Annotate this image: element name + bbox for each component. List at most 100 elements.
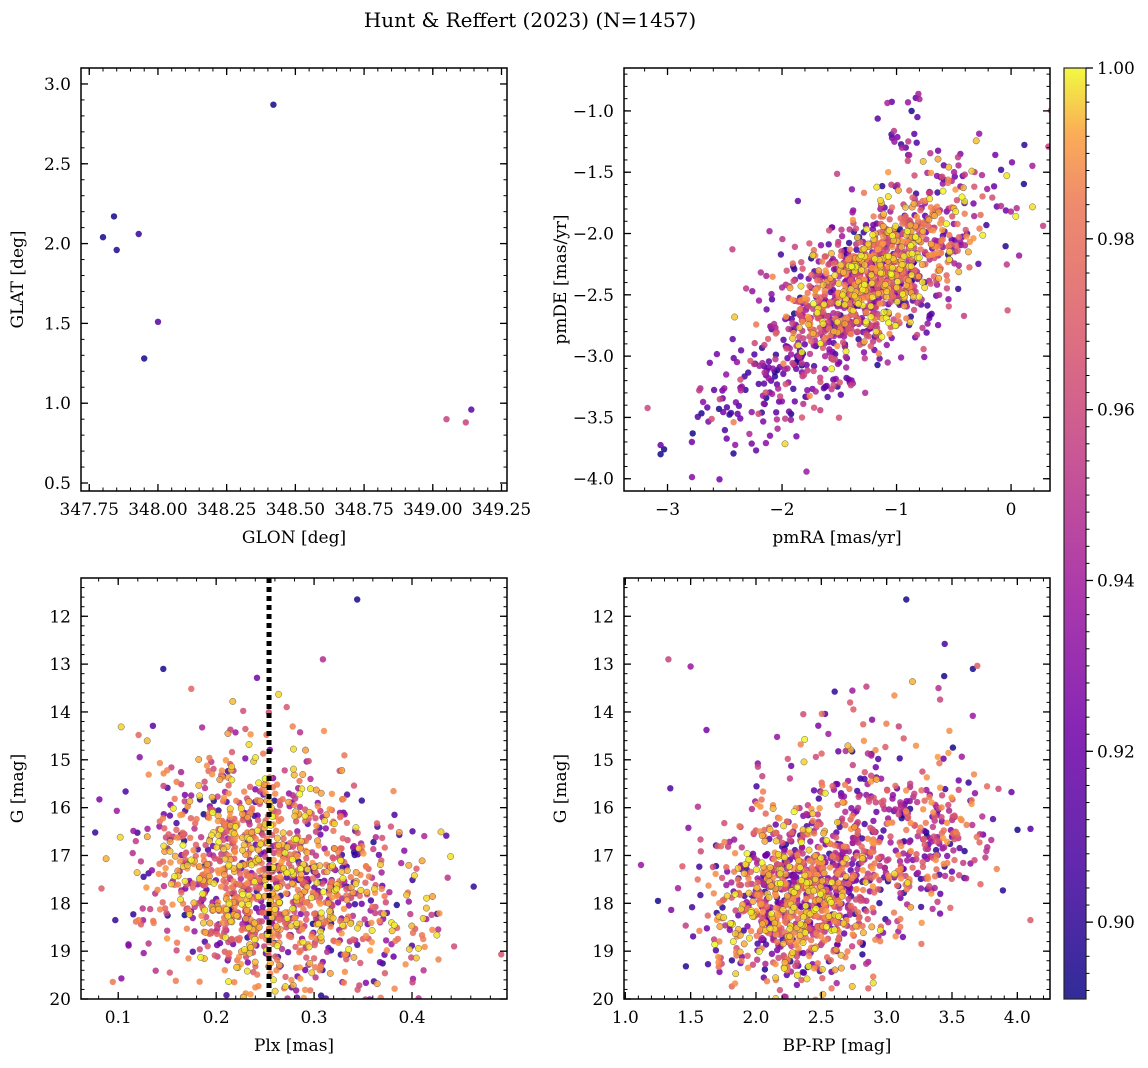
data-point <box>436 910 443 917</box>
axes-frame <box>80 67 508 492</box>
data-point <box>841 781 849 788</box>
data-point <box>228 776 236 784</box>
data-point <box>190 880 197 887</box>
data-point <box>769 273 776 280</box>
data-point <box>806 857 813 864</box>
data-point <box>872 936 879 943</box>
data-point <box>498 951 505 958</box>
data-point <box>315 920 322 928</box>
data-point <box>173 778 180 785</box>
data-point <box>706 359 713 366</box>
data-point <box>796 333 803 340</box>
data-point <box>834 241 842 248</box>
data-point <box>943 819 951 826</box>
data-point <box>408 954 415 961</box>
data-point <box>302 817 309 824</box>
data-point <box>776 986 784 994</box>
data-point <box>816 844 823 851</box>
data-point <box>963 233 970 240</box>
data-point <box>768 390 776 398</box>
data-point <box>736 891 744 899</box>
data-point <box>716 968 723 976</box>
colorbar-tick-label: 0.92 <box>1097 742 1135 762</box>
data-point <box>160 842 168 850</box>
data-point <box>897 354 905 361</box>
data-point <box>780 964 788 972</box>
data-point <box>183 925 191 932</box>
data-point <box>696 927 703 934</box>
data-point <box>171 852 179 860</box>
data-point <box>753 932 760 939</box>
data-point <box>197 953 205 961</box>
data-point <box>992 151 999 159</box>
data-point <box>935 274 943 282</box>
data-point <box>944 277 951 284</box>
data-point <box>869 231 877 239</box>
data-point <box>941 640 948 648</box>
data-point <box>868 716 876 723</box>
data-point <box>224 730 232 737</box>
data-point <box>218 866 226 873</box>
data-point <box>716 396 723 403</box>
data-point <box>721 426 729 434</box>
data-point <box>906 318 914 326</box>
data-point <box>835 912 842 920</box>
data-point <box>833 979 840 987</box>
data-point <box>317 963 324 971</box>
data-point <box>392 937 399 944</box>
data-point <box>762 439 770 447</box>
data-point <box>789 296 796 303</box>
data-point <box>149 722 157 729</box>
data-point <box>803 895 810 903</box>
x-tick-label: 0.4 <box>398 1008 425 1028</box>
data-point <box>220 845 228 853</box>
data-point <box>838 964 845 972</box>
data-point <box>665 656 672 663</box>
data-point <box>911 130 918 138</box>
data-point <box>990 183 998 190</box>
data-point <box>913 856 920 863</box>
panel-glon-glat: 347.75 348.00 348.25 348.50 348.75 349.00 349.… <box>8 67 531 548</box>
data-point <box>892 782 899 789</box>
data-point <box>977 881 984 888</box>
data-point <box>746 430 753 438</box>
data-point <box>825 325 833 332</box>
data-point <box>778 398 786 405</box>
data-point <box>356 892 363 900</box>
data-point <box>919 863 927 870</box>
data-point <box>869 979 877 987</box>
data-point <box>897 875 905 882</box>
data-point <box>848 943 856 950</box>
data-point <box>171 795 178 802</box>
data-point <box>344 836 351 844</box>
data-point <box>232 823 240 831</box>
data-point <box>786 775 794 782</box>
data-point <box>907 847 914 855</box>
data-point <box>145 940 152 947</box>
data-point <box>190 899 198 907</box>
data-point <box>270 101 277 108</box>
data-point <box>912 233 919 241</box>
data-point <box>327 923 334 930</box>
data-point <box>772 837 780 845</box>
data-point <box>343 896 351 904</box>
data-point <box>674 885 682 892</box>
data-point <box>382 937 390 944</box>
data-point <box>903 596 910 603</box>
data-point <box>330 845 338 852</box>
data-point <box>375 851 383 859</box>
data-point <box>292 795 299 802</box>
data-point <box>195 782 203 789</box>
data-point <box>272 790 279 797</box>
data-point <box>232 729 239 736</box>
data-point <box>296 844 304 852</box>
data-point <box>854 909 862 916</box>
data-point <box>871 889 878 896</box>
data-point <box>216 776 224 783</box>
data-point <box>781 918 789 925</box>
data-point <box>892 222 899 230</box>
data-point <box>754 956 761 963</box>
data-point <box>790 808 798 816</box>
data-point <box>259 909 266 916</box>
data-point <box>171 873 179 880</box>
